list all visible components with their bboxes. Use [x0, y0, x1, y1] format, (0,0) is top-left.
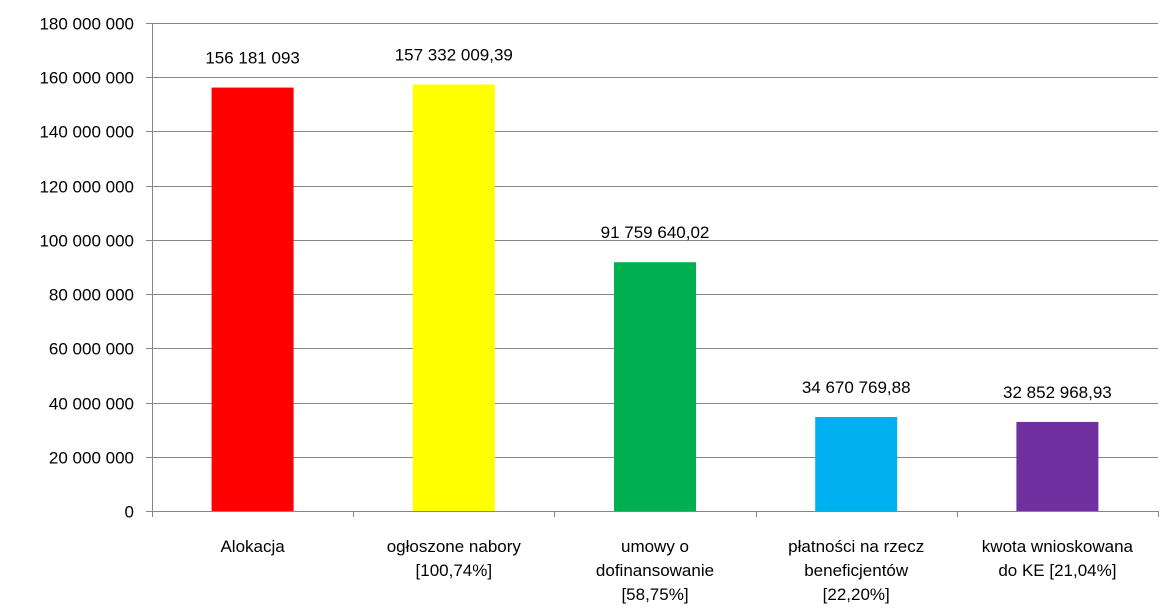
x-tick-label: ogłoszone nabory [387, 537, 522, 556]
x-tick-label: beneficjentów [804, 561, 909, 580]
y-tick-label: 160 000 000 [39, 69, 134, 88]
y-tick-label: 20 000 000 [49, 449, 134, 468]
data-label: 91 759 640,02 [601, 223, 710, 242]
data-labels: 156 181 093 157 332 009,39 91 759 640,02 34… [205, 45, 1111, 401]
y-tick-label: 140 000 000 [39, 123, 134, 142]
bar [1016, 421, 1099, 511]
bar [614, 262, 696, 511]
x-tick-label: [100,74%] [416, 561, 493, 580]
y-tick-label: 180 000 000 [39, 15, 134, 34]
data-label: 156 181 093 [205, 49, 300, 68]
y-tick-label: 120 000 000 [39, 178, 134, 197]
x-tick-labels: Alokacja ogłoszone nabory [100,74%] umowy o… [220, 537, 1133, 604]
bar [211, 87, 294, 511]
data-label: 32 852 968,93 [1003, 383, 1112, 402]
y-tick-label: 60 000 000 [49, 340, 134, 359]
bar [815, 417, 898, 511]
x-tick-label: [58,75%] [621, 585, 688, 604]
x-tick-label: do KE [21,04%] [998, 561, 1116, 580]
x-tick-label: płatności na rzecz [788, 537, 924, 556]
x-tick-label: umowy o [621, 537, 689, 556]
data-label: 34 670 769,88 [802, 378, 911, 397]
y-tick-label: 40 000 000 [49, 395, 134, 414]
x-tick-label: Alokacja [220, 537, 285, 556]
data-label: 157 332 009,39 [395, 45, 513, 64]
bars [211, 84, 1099, 511]
y-tick-label: 80 000 000 [49, 286, 134, 305]
y-tick-labels: 0 20 000 000 40 000 000 60 000 000 80 000 00… [39, 15, 134, 522]
y-tick-label: 100 000 000 [39, 232, 134, 251]
x-tick-label: dofinansowanie [596, 561, 714, 580]
x-tick-label: [22,20%] [823, 585, 890, 604]
bar [412, 84, 495, 511]
axes [146, 23, 1159, 517]
x-tick-label: kwota wnioskowana [982, 537, 1134, 556]
y-tick-label: 0 [125, 503, 134, 522]
